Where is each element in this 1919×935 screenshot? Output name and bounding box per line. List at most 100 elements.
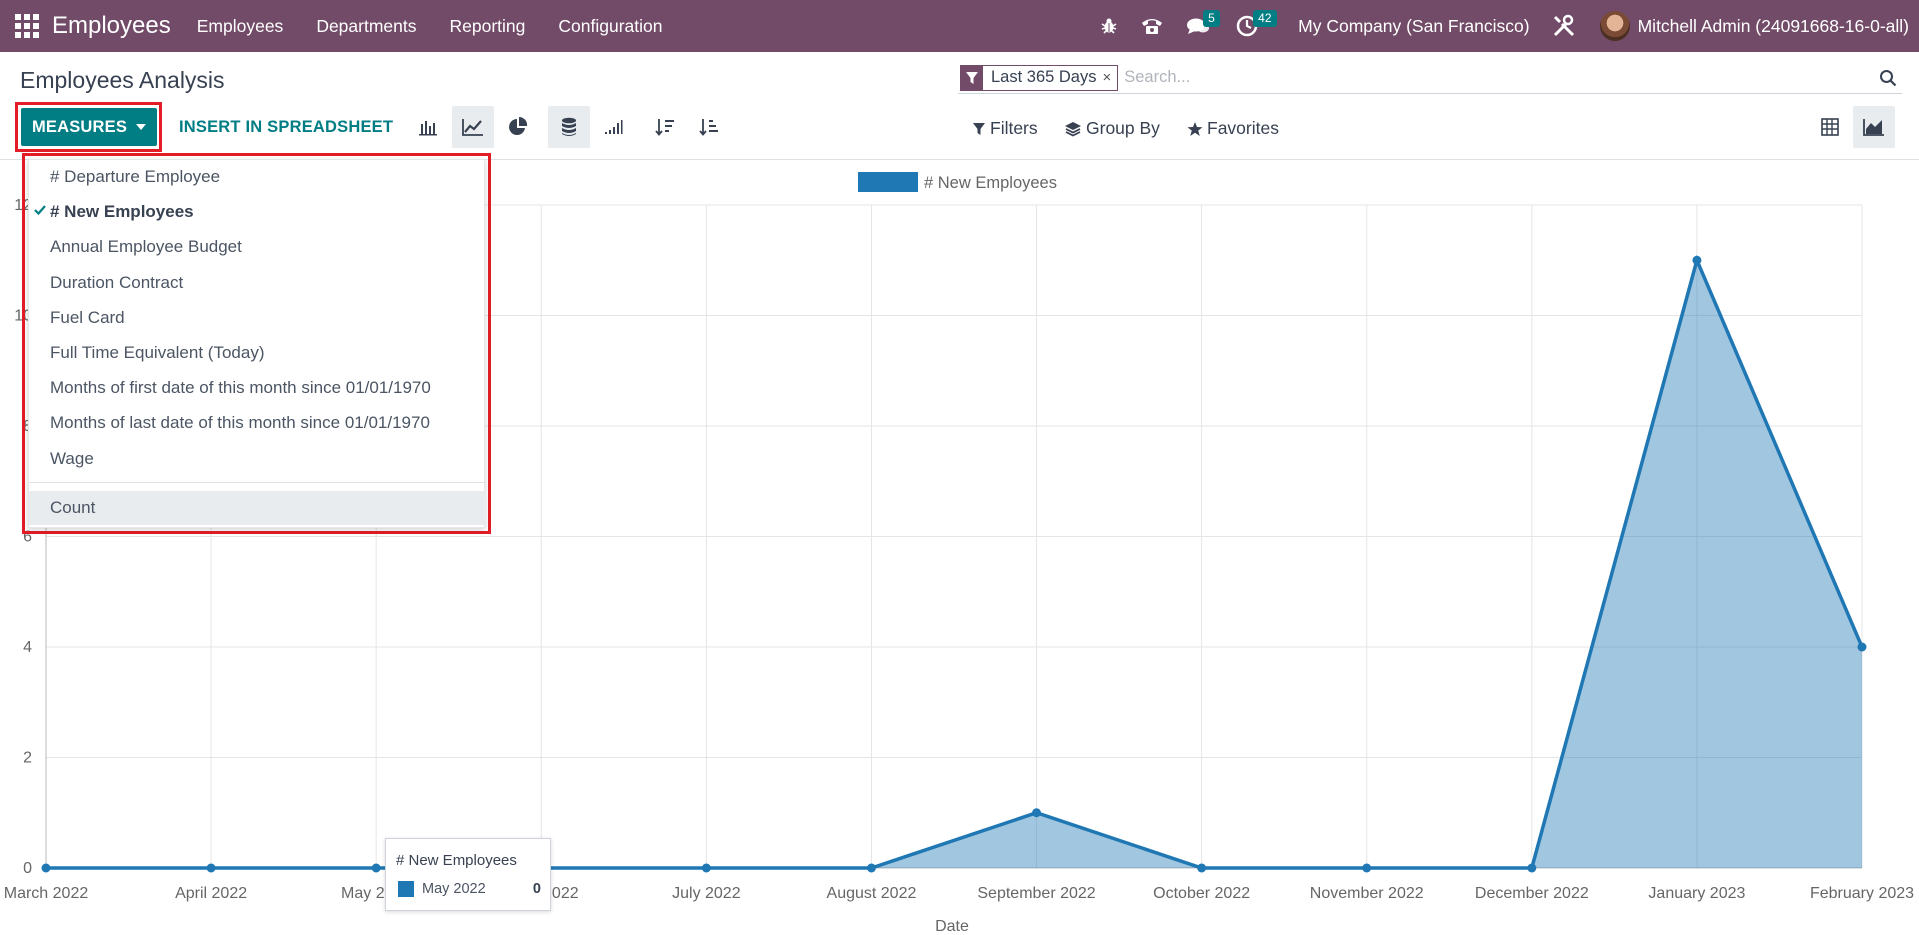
measure-count[interactable]: Count [29, 491, 486, 525]
filters-label: Filters [990, 118, 1038, 138]
measure-item-label: Wage [50, 448, 94, 468]
group-by-button[interactable]: Group By [1064, 118, 1160, 139]
x-tick-label: September 2022 [977, 885, 1095, 902]
data-point [1857, 642, 1867, 652]
search-bar: Last 365 Days × [958, 62, 1902, 94]
measure-item[interactable]: Wage [29, 442, 486, 476]
caret-down-icon [136, 124, 147, 130]
search-facet: Last 365 Days × [960, 64, 1119, 91]
measures-highlight [15, 102, 162, 152]
menu-employees[interactable]: Employees [196, 15, 284, 36]
measures-dropdown: Count # Departure Employee # New Employee… [28, 159, 486, 528]
tooltip-value: 0 [532, 881, 541, 897]
measure-item-label: Annual Employee Budget [50, 237, 242, 257]
x-tick-label: July 2022 [672, 885, 741, 902]
clock-icon[interactable]: 42 [1236, 0, 1277, 52]
avatar[interactable] [1599, 11, 1630, 41]
measure-item-label: Months of first date of this month since… [50, 378, 431, 398]
y-tick-label: 4 [23, 639, 32, 656]
x-tick-label: February 2023 [1810, 885, 1914, 902]
measures-button[interactable]: MEASURES [21, 108, 157, 146]
signal-bars-icon [605, 120, 623, 134]
data-point [1197, 863, 1207, 873]
measure-item[interactable]: Duration Contract [29, 266, 486, 300]
measure-item[interactable]: Months of last date of this month since … [29, 406, 486, 440]
y-tick-label: 0 [23, 860, 32, 877]
bug-icon[interactable] [1100, 0, 1118, 52]
menu-configuration[interactable]: Configuration [558, 15, 663, 36]
dropdown-divider [29, 482, 486, 483]
facet-close-icon[interactable]: × [1102, 69, 1112, 86]
check-icon [34, 205, 46, 216]
measure-item-label: Months of last date of this month since … [50, 413, 430, 433]
insert-in-spreadsheet-button[interactable]: INSERT IN SPREADSHEET [179, 118, 394, 136]
app-title[interactable]: Employees [52, 12, 171, 39]
x-tick-label: April 2022 [175, 885, 247, 902]
x-tick-label: January 2023 [1648, 885, 1745, 902]
x-tick-label: November 2022 [1310, 885, 1424, 902]
sort-descending-icon [655, 119, 674, 136]
pie-chart-icon [509, 117, 528, 135]
measure-item-label: # New Employees [50, 202, 194, 222]
measure-item[interactable]: # Departure Employee [29, 160, 486, 194]
data-point [866, 863, 876, 873]
graph-view-button[interactable] [1853, 106, 1895, 148]
x-tick-label: March 2022 [4, 885, 89, 902]
x-tick-label: August 2022 [827, 885, 917, 902]
search-icon[interactable] [1874, 64, 1902, 92]
filters-button[interactable]: Filters [972, 118, 1038, 139]
menu-reporting[interactable]: Reporting [449, 15, 526, 36]
data-point [1032, 808, 1042, 818]
user-menu[interactable]: Mitchell Admin (24091668-16-0-all) [1637, 15, 1909, 36]
sort-descending-button[interactable] [644, 106, 686, 148]
measure-item[interactable]: # New Employees [29, 195, 486, 229]
chart-tooltip: # New Employees May 2022 0 [385, 838, 551, 911]
favorites-button[interactable]: Favorites [1187, 118, 1279, 139]
bar-chart-button[interactable] [407, 106, 449, 148]
measure-item[interactable]: Annual Employee Budget [29, 230, 486, 264]
measure-item-label: # Departure Employee [50, 167, 221, 186]
favorites-label: Favorites [1207, 118, 1279, 138]
table-icon [1821, 118, 1839, 136]
star-icon [1187, 121, 1203, 136]
data-point [1362, 863, 1372, 873]
bar-chart-icon [419, 121, 437, 136]
search-input[interactable] [1124, 68, 1874, 87]
stacked-button[interactable] [548, 106, 590, 148]
series-line [46, 254, 1864, 870]
tools-icon[interactable] [1552, 0, 1576, 52]
phone-icon[interactable] [1140, 0, 1164, 52]
cumulative-button[interactable] [592, 106, 634, 148]
measure-item[interactable]: Fuel Card [29, 301, 486, 335]
y-tick-label: 8 [23, 418, 32, 435]
measure-item[interactable]: Full Time Equivalent (Today) [29, 336, 486, 370]
filter-icon [973, 122, 985, 135]
sort-ascending-button[interactable] [688, 106, 730, 148]
measure-item-label: Duration Contract [50, 272, 184, 292]
data-point [1692, 255, 1702, 265]
pie-chart-button[interactable] [497, 106, 539, 148]
control-panel: Employees Analysis Last 365 Days × MEASU… [0, 52, 1919, 160]
chat-icon[interactable]: 5 [1186, 0, 1220, 52]
pivot-view-button[interactable] [1809, 106, 1851, 148]
x-axis-label: Date [935, 918, 969, 935]
dropdown-highlight [22, 153, 491, 534]
line-chart-button[interactable] [452, 106, 494, 148]
area-chart-icon [1863, 119, 1884, 136]
top-navbar: Employees Employees Departments Reportin… [0, 0, 1919, 52]
apps-grid-icon[interactable] [14, 13, 40, 39]
x-tick-label: December 2022 [1475, 885, 1589, 902]
page-title: Employees Analysis [20, 67, 225, 93]
facet-label: Last 365 Days [991, 68, 1097, 86]
measure-item-label: Full Time Equivalent (Today) [50, 343, 265, 362]
activities-badge: 42 [1253, 10, 1277, 27]
menu-departments[interactable]: Departments [316, 15, 417, 36]
group-by-label: Group By [1086, 118, 1160, 138]
data-point [701, 863, 711, 873]
tooltip-swatch [398, 881, 414, 897]
measure-item[interactable]: Months of first date of this month since… [29, 371, 486, 405]
company-switcher[interactable]: My Company (San Francisco) [1298, 15, 1530, 36]
tooltip-title: # New Employees [396, 852, 517, 869]
